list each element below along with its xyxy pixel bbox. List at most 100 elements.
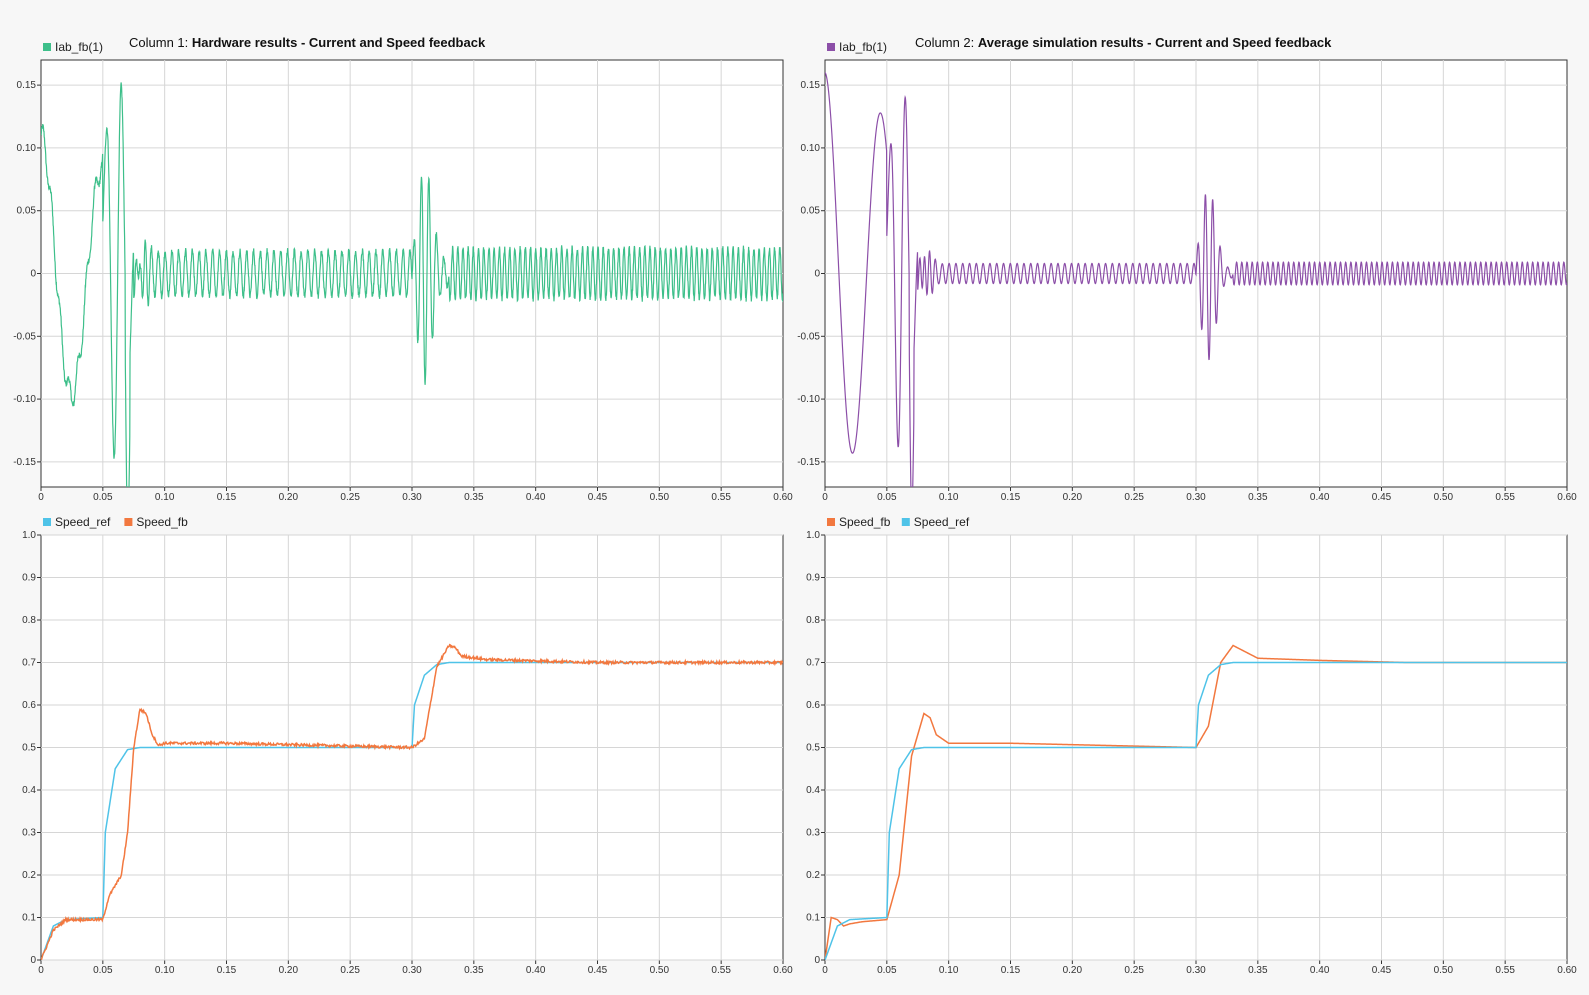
x-tick-label: 0.10: [939, 965, 959, 976]
legend-label: Speed_fb: [839, 515, 891, 529]
y-tick-label: 0.3: [22, 828, 36, 839]
x-tick-label: 0.50: [1434, 965, 1454, 976]
x-tick-label: 0.35: [464, 965, 484, 976]
x-tick-label: 0.45: [588, 492, 608, 503]
legend-label: Iab_fb(1): [839, 40, 887, 54]
y-tick-label: 0.9: [22, 573, 36, 584]
y-tick-label: 0.15: [801, 80, 821, 91]
x-tick-label: 0.10: [155, 965, 175, 976]
y-tick-label: 0.4: [806, 785, 820, 796]
x-tick-label: 0.55: [1495, 965, 1515, 976]
y-tick-label: 0.05: [801, 206, 821, 217]
x-tick-label: 0.10: [939, 492, 959, 503]
x-tick-label: 0.60: [773, 492, 793, 503]
y-tick-label: 0.2: [22, 870, 36, 881]
x-tick-label: 0.40: [526, 965, 546, 976]
y-tick-label: 0.5: [806, 743, 820, 754]
chart-speed_hw: 0 0.05 0.10 0.15 0.20 0.25 0.30 0.35 0.40 0.45 0.5…: [22, 515, 793, 976]
y-tick-label: 0.05: [17, 206, 37, 217]
series-line-speed-ref: [825, 661, 1567, 960]
y-tick-label: 0.8: [22, 615, 36, 626]
y-tick-label: 0.6: [806, 700, 820, 711]
x-tick-label: 0.10: [155, 492, 175, 503]
x-tick-label: 0.25: [1124, 965, 1144, 976]
x-tick-label: 0.20: [1063, 492, 1083, 503]
column-title-2: Column 2: Average simulation results - C…: [915, 35, 1332, 50]
x-tick-label: 0.50: [650, 492, 670, 503]
y-tick-label: 0.1: [22, 913, 36, 924]
series-line-speed-fb: [41, 643, 783, 960]
x-tick-label: 0.55: [1495, 492, 1515, 503]
y-tick-label: -0.05: [797, 331, 820, 342]
x-tick-label: 0.40: [1310, 492, 1330, 503]
y-tick-label: -0.10: [13, 394, 36, 405]
x-tick-label: 0: [38, 965, 44, 976]
x-tick-label: 0.25: [340, 492, 360, 503]
legend-label: Iab_fb(1): [55, 40, 103, 54]
x-tick-label: 0: [38, 492, 44, 503]
y-tick-label: 0.3: [806, 828, 820, 839]
series-line-iab-fb-1-: [825, 72, 1567, 487]
y-tick-label: 0.9: [806, 573, 820, 584]
y-tick-label: 0.6: [22, 700, 36, 711]
column-title-text: Hardware results - Current and Speed fee…: [192, 35, 486, 50]
x-tick-label: 0.30: [402, 492, 422, 503]
x-tick-label: 0.15: [1001, 492, 1021, 503]
y-tick-label: 0.15: [17, 80, 37, 91]
series-line-iab-fb-1-: [41, 82, 783, 487]
y-tick-label: 0.7: [22, 658, 36, 669]
x-tick-label: 0.60: [1557, 492, 1577, 503]
legend-label: Speed_ref: [914, 515, 970, 529]
x-tick-label: 0.45: [1372, 965, 1392, 976]
x-tick-label: 0.60: [773, 965, 793, 976]
y-tick-label: -0.15: [13, 457, 36, 468]
x-tick-label: 0.05: [93, 492, 113, 503]
y-tick-label: 0: [814, 269, 820, 280]
x-tick-label: 0.30: [1186, 965, 1206, 976]
y-tick-label: 0: [814, 955, 820, 966]
x-tick-label: 0.20: [1063, 965, 1083, 976]
x-tick-label: 0.05: [93, 965, 113, 976]
chart-speed_sim: 0 0.05 0.10 0.15 0.20 0.25 0.30 0.35 0.40 0.45 0.5…: [806, 515, 1577, 976]
legend-swatch: [43, 518, 51, 526]
x-tick-label: 0.25: [340, 965, 360, 976]
x-tick-label: 0.05: [877, 965, 897, 976]
legend-swatch: [43, 43, 51, 51]
x-tick-label: 0.35: [1248, 965, 1268, 976]
column-title-text: Average simulation results - Current and…: [978, 35, 1332, 50]
y-tick-label: 0.1: [806, 913, 820, 924]
x-tick-label: 0: [822, 965, 828, 976]
x-tick-label: 0.45: [1372, 492, 1392, 503]
x-tick-label: 0.45: [588, 965, 608, 976]
y-tick-label: 0: [30, 955, 36, 966]
legend-swatch: [827, 518, 835, 526]
y-tick-label: 0.5: [22, 743, 36, 754]
column-title-prefix: Column 2:: [915, 35, 978, 50]
y-tick-label: 0.8: [806, 615, 820, 626]
column-title-prefix: Column 1:: [129, 35, 192, 50]
chart-current_hw: 0 0.05 0.10 0.15 0.20 0.25 0.30 0.35 0.40 0.45 0.5…: [13, 40, 793, 503]
x-tick-label: 0.25: [1124, 492, 1144, 503]
x-tick-label: 0: [822, 492, 828, 503]
legend-swatch: [827, 43, 835, 51]
legend-swatch: [124, 518, 133, 526]
x-tick-label: 0.35: [464, 492, 484, 503]
x-tick-label: 0.15: [217, 965, 237, 976]
x-tick-label: 0.15: [1001, 965, 1021, 976]
y-tick-label: 1.0: [806, 530, 820, 541]
column-title-1: Column 1: Hardware results - Current and…: [129, 35, 486, 50]
x-tick-label: 0.55: [711, 965, 731, 976]
x-tick-label: 0.30: [1186, 492, 1206, 503]
y-tick-label: -0.05: [13, 331, 36, 342]
y-tick-label: 0.10: [801, 143, 821, 154]
x-tick-label: 0.35: [1248, 492, 1268, 503]
x-tick-label: 0.50: [1434, 492, 1454, 503]
x-tick-label: 0.15: [217, 492, 237, 503]
legend-swatch: [901, 518, 910, 526]
x-tick-label: 0.20: [279, 965, 299, 976]
x-tick-label: 0.40: [1310, 965, 1330, 976]
y-tick-label: 1.0: [22, 530, 36, 541]
x-tick-label: 0.30: [402, 965, 422, 976]
chart-current_sim: 0 0.05 0.10 0.15 0.20 0.25 0.30 0.35 0.40 0.45 0.5…: [797, 40, 1577, 503]
y-tick-label: -0.10: [797, 394, 820, 405]
